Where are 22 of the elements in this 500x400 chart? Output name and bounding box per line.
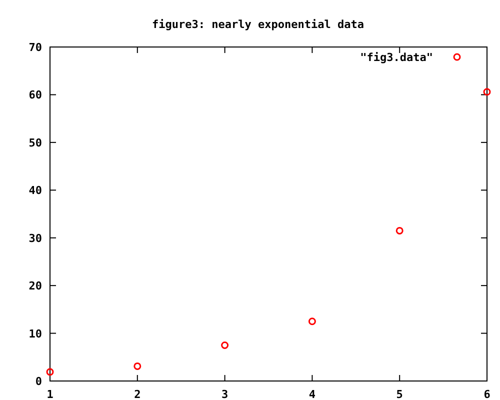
- y-tick-label: 50: [28, 136, 42, 150]
- point: [221, 341, 229, 349]
- y-tick-label: 40: [28, 184, 42, 198]
- x-tick-label: 2: [134, 388, 141, 400]
- x-tick-label: 6: [484, 388, 491, 400]
- point: [483, 88, 491, 96]
- x-tick-label: 3: [221, 388, 228, 400]
- point: [396, 226, 404, 234]
- legend-label: "fig3.data": [360, 51, 433, 64]
- y-tick-label: 20: [28, 280, 42, 293]
- y-tick-label: 0: [35, 375, 42, 388]
- x-tick-label: 5: [396, 388, 403, 400]
- point: [308, 318, 316, 326]
- x-tick-label: 1: [46, 388, 54, 400]
- y-tick-label: 60: [28, 88, 42, 102]
- x-tick-label: 4: [308, 388, 316, 400]
- y-tick-label: 30: [28, 232, 42, 245]
- chart-title: figure3: nearly exponential data: [152, 18, 364, 31]
- y-tick-label: 70: [28, 41, 42, 54]
- y-tick-label: 10: [28, 327, 42, 340]
- point: [46, 368, 54, 376]
- point: [134, 362, 142, 370]
